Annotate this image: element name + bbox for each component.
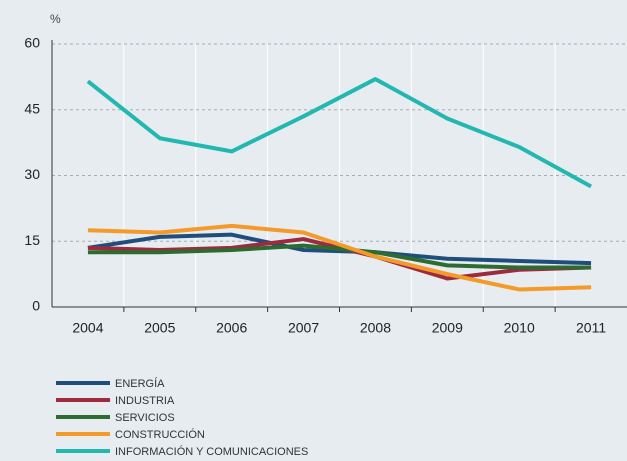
x-tick-label: 2006 <box>216 320 247 336</box>
series-line <box>86 77 593 189</box>
legend-label: INDUSTRIA <box>115 395 175 407</box>
y-tick-label: 45 <box>24 100 40 116</box>
y-tick-label: 0 <box>32 298 40 314</box>
x-tick-label: 2008 <box>360 320 391 336</box>
x-tick-label: 2005 <box>144 320 175 336</box>
x-tick-label: 2011 <box>576 320 606 336</box>
series-line <box>87 232 592 266</box>
legend-label: INFORMACIÓN Y COMUNICACIONES <box>115 445 308 458</box>
x-tick-label: 2010 <box>504 320 535 336</box>
legend-label: CONSTRUCCIÓN <box>115 428 205 441</box>
x-tick-label: 2009 <box>432 320 463 336</box>
x-tick-label: 2004 <box>72 320 103 336</box>
y-axis-label: % <box>50 12 61 26</box>
y-tick-label: 15 <box>24 232 40 248</box>
legend-label: ENERGÍA <box>115 377 165 390</box>
series-line <box>87 223 592 292</box>
y-tick-label: 30 <box>24 166 40 182</box>
x-tick-label: 2007 <box>288 320 319 336</box>
series-line <box>87 243 592 270</box>
legend-label: SERVICIOS <box>115 412 175 424</box>
y-tick-label: 60 <box>24 35 40 51</box>
